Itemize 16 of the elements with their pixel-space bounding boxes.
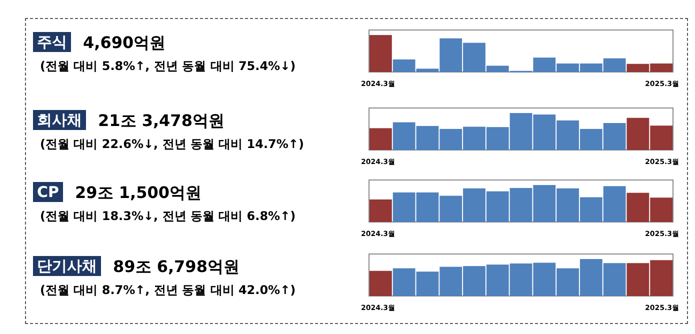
text: 89조 6,798억원 [113,257,240,276]
text: 4,690억원 [83,33,166,52]
bar [370,270,392,296]
text: 회사채 [37,111,82,129]
bar [370,199,392,222]
text: 주식 [37,33,67,51]
text: 29조 1,500억원 [75,183,202,202]
text: (전월 대비 18.3%↓, 전년 동월 대비 6.8%↑) [40,209,296,223]
text: (전월 대비 8.7%↑, 전년 동월 대비 42.0%↑) [40,283,296,297]
bar [370,35,392,72]
text: CP [37,183,60,201]
text: (전월 대비 5.8%↑, 전년 동월 대비 75.4%↓) [40,59,296,73]
text: (전월 대비 22.6%↓, 전년 동월 대비 14.7%↑) [40,137,304,151]
bar [370,128,392,150]
text: 단기사채 [37,257,97,275]
text: 21조 3,478억원 [98,111,224,130]
